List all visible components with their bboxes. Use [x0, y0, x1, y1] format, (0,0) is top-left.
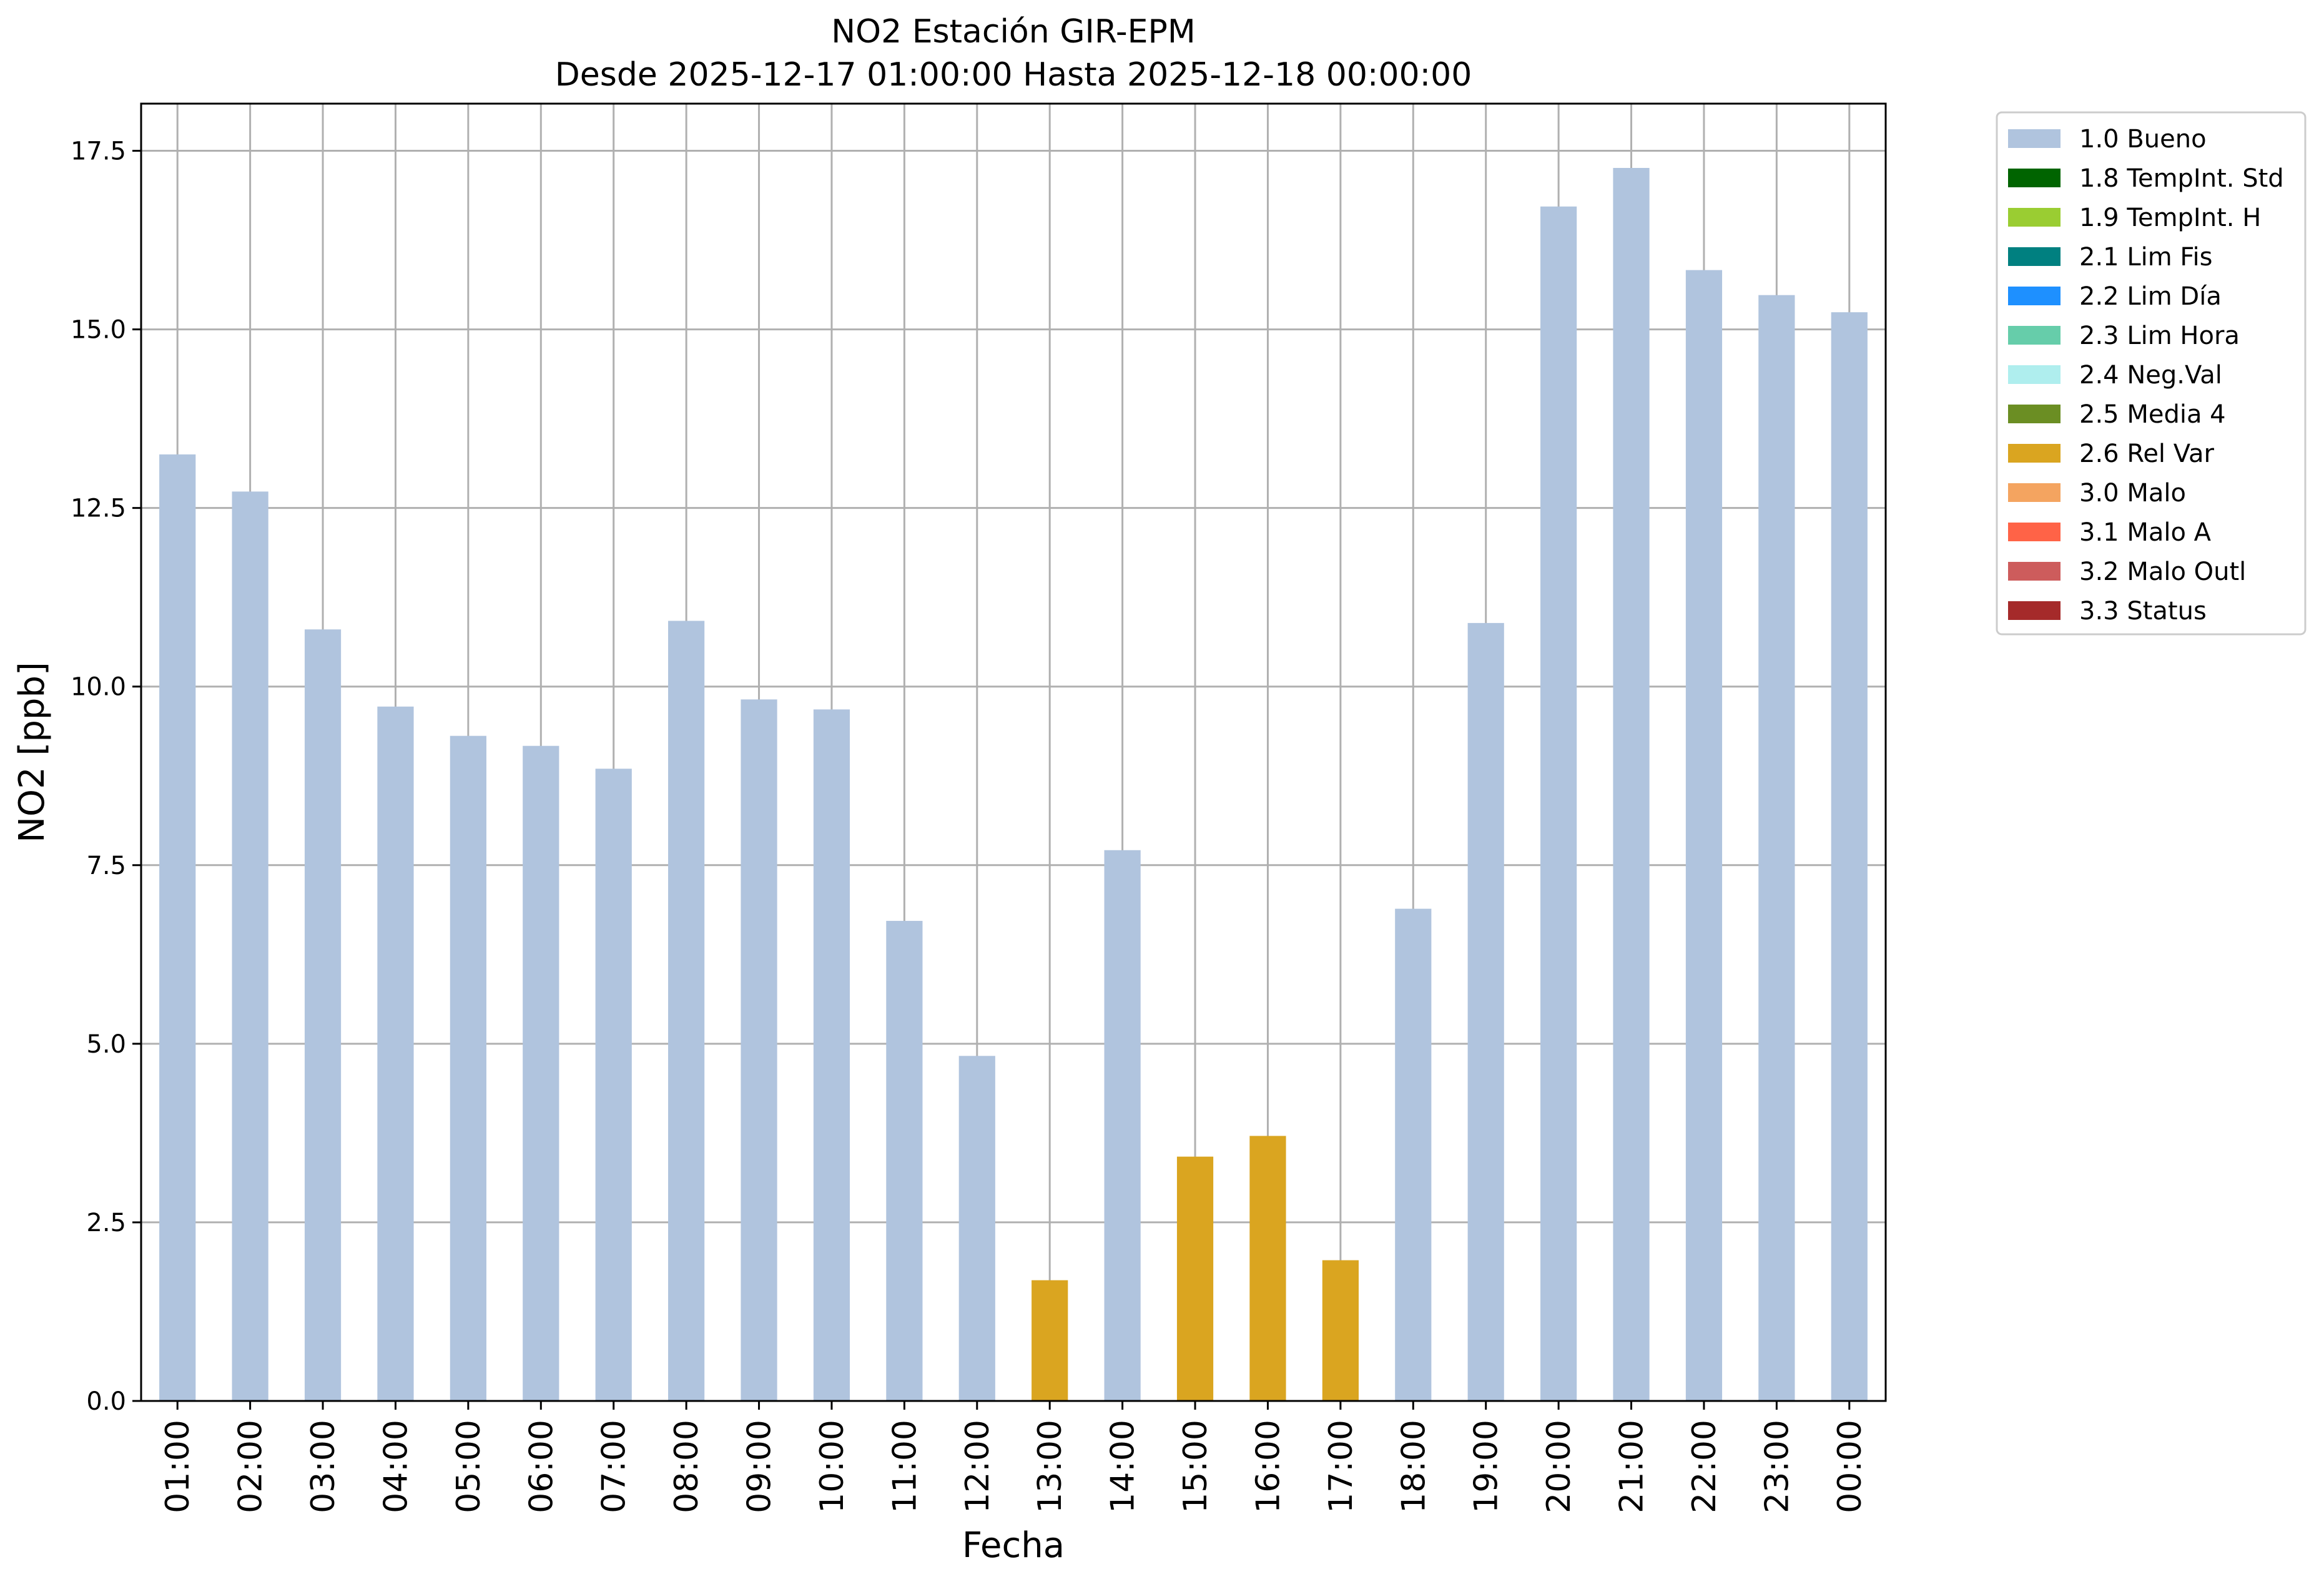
bar-0700 [595, 769, 632, 1401]
y-axis: 0.0 2.5 5.0 7.5 10.0 12.5 15.0 17.5 [71, 137, 141, 1416]
legend-swatch [2008, 444, 2061, 463]
x-axis-label: Fecha [962, 1525, 1065, 1566]
chart-subtitle: Desde 2025-12-17 01:00:00 Hasta 2025-12-… [555, 56, 1472, 94]
legend-swatch [2008, 405, 2061, 423]
chart-title: NO2 Estación GIR-EPM [831, 13, 1195, 51]
legend-label: 2.6 Rel Var [2079, 440, 2215, 468]
x-tick-label: 08:00 [668, 1420, 706, 1513]
y-axis-label: NO2 [ppb] [12, 662, 52, 843]
bar-0800 [668, 621, 705, 1401]
bar-1900 [1467, 622, 1504, 1402]
legend-label: 2.3 Lim Hora [2079, 322, 2240, 350]
x-tick-label: 18:00 [1395, 1420, 1432, 1513]
bar-0300 [304, 629, 342, 1401]
bar-1100 [886, 921, 923, 1401]
bar-1700 [1322, 1260, 1359, 1401]
y-tick-label: 10.0 [71, 673, 126, 702]
legend-swatch [2008, 129, 2061, 148]
legend-label: 2.1 Lim Fis [2079, 243, 2212, 272]
bar-2300 [1758, 295, 1795, 1402]
bar-2100 [1613, 167, 1650, 1401]
legend-label: 2.4 Neg.Val [2079, 361, 2222, 390]
legend-swatch [2008, 208, 2061, 227]
x-tick-label: 13:00 [1032, 1420, 1069, 1513]
x-tick-label: 00:00 [1831, 1420, 1869, 1513]
legend-label: 3.1 Malo A [2079, 518, 2212, 547]
bar-0900 [741, 699, 777, 1401]
x-tick-label: 03:00 [305, 1420, 342, 1513]
legend-swatch [2008, 287, 2061, 305]
y-tick-label: 0.0 [86, 1387, 126, 1416]
legend-swatch [2008, 365, 2061, 384]
legend-frame [1996, 111, 2307, 636]
y-tick-label: 17.5 [71, 137, 126, 166]
x-tick-label: 07:00 [596, 1420, 633, 1513]
y-tick-label: 12.5 [71, 494, 126, 523]
bar-0200 [232, 491, 268, 1401]
bars-layer [159, 167, 1868, 1402]
legend-swatch [2008, 326, 2061, 345]
legend-swatch [2008, 523, 2061, 541]
x-tick-label: 19:00 [1468, 1420, 1505, 1513]
legend-label: 3.3 Status [2079, 597, 2207, 626]
legend: 1.0 Bueno 1.8 TempInt. Std 1.9 TempInt. H 2… [1996, 111, 2307, 636]
legend-swatch [2008, 601, 2061, 620]
x-tick-label: 12:00 [959, 1420, 997, 1513]
legend-label: 3.2 Malo Outl [2079, 558, 2246, 586]
x-tick-label: 04:00 [377, 1420, 415, 1513]
bar-1000 [813, 709, 850, 1401]
x-tick-label: 09:00 [741, 1420, 779, 1513]
x-tick-label: 21:00 [1613, 1420, 1651, 1513]
plot-frame [140, 102, 1887, 1402]
y-tick-label: 7.5 [86, 852, 126, 880]
x-tick-label: 23:00 [1758, 1420, 1796, 1513]
legend-label: 1.9 TempInt. H [2079, 204, 2261, 232]
bar-2200 [1685, 270, 1723, 1402]
x-tick-label: 22:00 [1686, 1420, 1723, 1513]
legend-label: 2.5 Media 4 [2079, 400, 2226, 429]
legend-label: 3.0 Malo [2079, 479, 2186, 508]
x-tick-label: 02:00 [232, 1420, 270, 1513]
x-tick-label: 16:00 [1249, 1420, 1287, 1513]
bar-1500 [1176, 1156, 1214, 1401]
x-axis: 01:00 02:00 03:00 04:00 05:00 06:00 07:00 08:00… [159, 1401, 1869, 1513]
y-tick-label: 2.5 [86, 1209, 126, 1237]
x-tick-label: 14:00 [1105, 1420, 1142, 1513]
x-tick-label: 05:00 [450, 1420, 488, 1513]
x-tick-label: 10:00 [814, 1420, 851, 1513]
legend-swatch [2008, 483, 2061, 502]
bar-1600 [1249, 1136, 1286, 1401]
bar-0100 [159, 454, 196, 1401]
bar-0500 [450, 735, 486, 1401]
x-tick-label: 01:00 [159, 1420, 197, 1513]
x-tick-label: 11:00 [886, 1420, 923, 1513]
legend-label: 1.0 Bueno [2079, 125, 2207, 154]
y-tick-label: 15.0 [71, 316, 126, 345]
legend-label: 1.8 TempInt. Std [2079, 164, 2284, 193]
bar-2000 [1540, 206, 1577, 1401]
legend-swatch [2008, 169, 2061, 187]
legend-label: 2.2 Lim Día [2079, 282, 2222, 311]
bar-0000 [1831, 312, 1868, 1402]
x-tick-label: 06:00 [523, 1420, 560, 1513]
x-tick-label: 17:00 [1322, 1420, 1360, 1513]
y-tick-label: 5.0 [86, 1030, 126, 1059]
bar-1200 [958, 1056, 995, 1401]
x-tick-label: 15:00 [1177, 1420, 1214, 1513]
bar-1800 [1395, 908, 1432, 1401]
bar-0600 [523, 745, 559, 1401]
legend-swatch [2008, 562, 2061, 581]
bar-1400 [1104, 850, 1141, 1401]
legend-swatch [2008, 247, 2061, 266]
bar-1300 [1032, 1280, 1068, 1401]
x-tick-label: 20:00 [1540, 1420, 1578, 1513]
bar-0400 [377, 706, 414, 1401]
